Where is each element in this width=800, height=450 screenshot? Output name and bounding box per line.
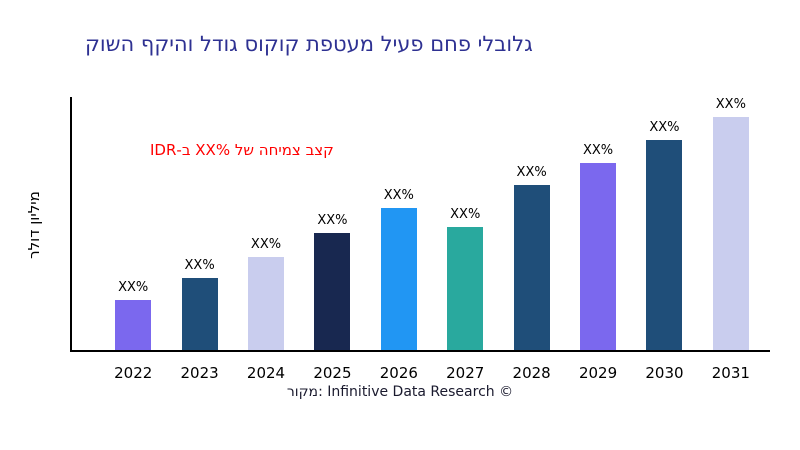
bar-2027	[447, 226, 484, 350]
bar-2031	[712, 117, 749, 350]
x-tick-label: 2028	[512, 364, 551, 382]
bar-value-label: XX%	[184, 258, 215, 274]
bar-value-label: XX%	[383, 188, 414, 204]
bar-2022	[115, 300, 152, 350]
bar-value-label: XX%	[582, 142, 614, 158]
x-tick-label: 2022	[114, 364, 153, 382]
bar-value-label: XX%	[450, 206, 481, 222]
bar-2024	[248, 256, 285, 350]
source-caption: מקור: Infinitive Data Research ©	[286, 384, 514, 400]
y-axis-label: מיליון דולר	[25, 191, 43, 259]
bar-2025	[314, 232, 351, 350]
plot-area: קצב צמיחה של ‎XX%‎ ב-IDR XX% 2022 XX% 2023 X…	[70, 97, 770, 382]
bar-column-2025: XX% 2025	[299, 97, 365, 382]
chart-title: גלובלי פחם פעיל מעטפת קוקוס גודל והיקף ה…	[85, 32, 533, 56]
bar-2023	[181, 278, 218, 350]
bar-value-label: XX%	[715, 97, 746, 112]
bar-value-label: XX%	[118, 280, 149, 296]
bar-column-2029: XX% 2029	[565, 97, 631, 382]
bar-value-label: XX%	[516, 165, 547, 181]
x-tick-label: 2027	[446, 364, 485, 382]
bar-2028	[513, 185, 550, 350]
bar-column-2023: XX% 2023	[166, 97, 232, 382]
bar-value-label: XX%	[250, 236, 282, 252]
bar-column-2030: XX% 2030	[631, 97, 697, 382]
x-tick-label: 2030	[645, 364, 684, 382]
bars-container: XX% 2022 XX% 2023 XX% 2024 XX% 2025 XX% 2026 XX% 20…	[72, 97, 770, 382]
bar-column-2028: XX% 2028	[498, 97, 564, 382]
bar-column-2026: XX% 2026	[366, 97, 432, 382]
growth-rate-annotation: קצב צמיחה של ‎XX%‎ ב-IDR	[150, 141, 334, 159]
x-tick-label: 2031	[711, 364, 750, 382]
x-tick-label: 2023	[180, 364, 219, 382]
bar-value-label: XX%	[317, 212, 348, 228]
bar-2026	[380, 208, 417, 350]
bar-2029	[580, 162, 617, 350]
bar-2030	[646, 139, 683, 350]
bar-column-2027: XX% 2027	[432, 97, 498, 382]
x-tick-label: 2029	[578, 364, 618, 382]
bar-column-2031: XX% 2031	[698, 97, 764, 382]
bar-value-label: XX%	[649, 119, 680, 135]
x-tick-label: 2026	[379, 364, 418, 382]
x-tick-label: 2024	[246, 364, 286, 382]
bar-column-2022: XX% 2022	[100, 97, 166, 382]
bar-column-2024: XX% 2024	[233, 97, 299, 382]
x-tick-label: 2025	[313, 364, 352, 382]
